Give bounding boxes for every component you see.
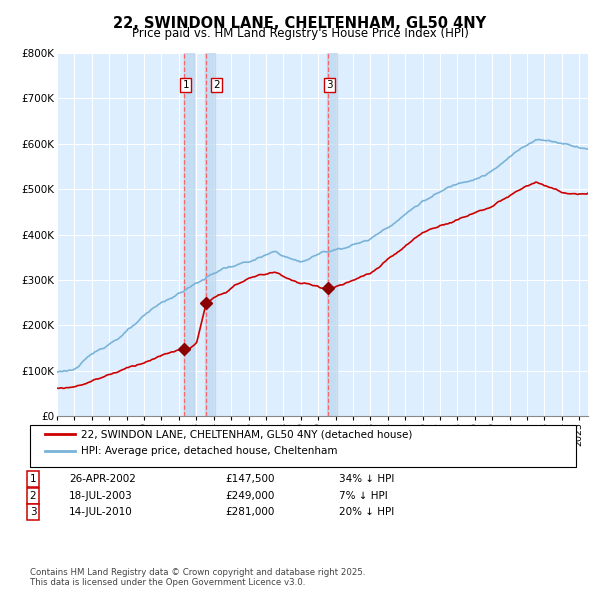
Text: Contains HM Land Registry data © Crown copyright and database right 2025.
This d: Contains HM Land Registry data © Crown c… [30,568,365,587]
Text: 26-APR-2002: 26-APR-2002 [69,474,136,484]
Text: 3: 3 [29,507,37,517]
Text: 22, SWINDON LANE, CHELTENHAM, GL50 4NY (detached house): 22, SWINDON LANE, CHELTENHAM, GL50 4NY (… [81,430,412,439]
Bar [205,53,215,416]
Text: £249,000: £249,000 [225,491,274,500]
Text: £147,500: £147,500 [225,474,275,484]
Text: 14-JUL-2010: 14-JUL-2010 [69,507,133,517]
Text: HPI: Average price, detached house, Cheltenham: HPI: Average price, detached house, Chel… [81,446,337,455]
Text: 2: 2 [213,80,220,90]
Text: 20% ↓ HPI: 20% ↓ HPI [339,507,394,517]
Bar [327,53,337,416]
Text: 7% ↓ HPI: 7% ↓ HPI [339,491,388,500]
Text: 34% ↓ HPI: 34% ↓ HPI [339,474,394,484]
Text: 1: 1 [29,474,37,484]
Text: 3: 3 [326,80,332,90]
Text: £281,000: £281,000 [225,507,274,517]
Text: 18-JUL-2003: 18-JUL-2003 [69,491,133,500]
Text: 2: 2 [29,491,37,500]
Text: 1: 1 [182,80,189,90]
Text: Price paid vs. HM Land Registry's House Price Index (HPI): Price paid vs. HM Land Registry's House … [131,27,469,40]
Text: 22, SWINDON LANE, CHELTENHAM, GL50 4NY: 22, SWINDON LANE, CHELTENHAM, GL50 4NY [113,16,487,31]
Bar [184,53,194,416]
